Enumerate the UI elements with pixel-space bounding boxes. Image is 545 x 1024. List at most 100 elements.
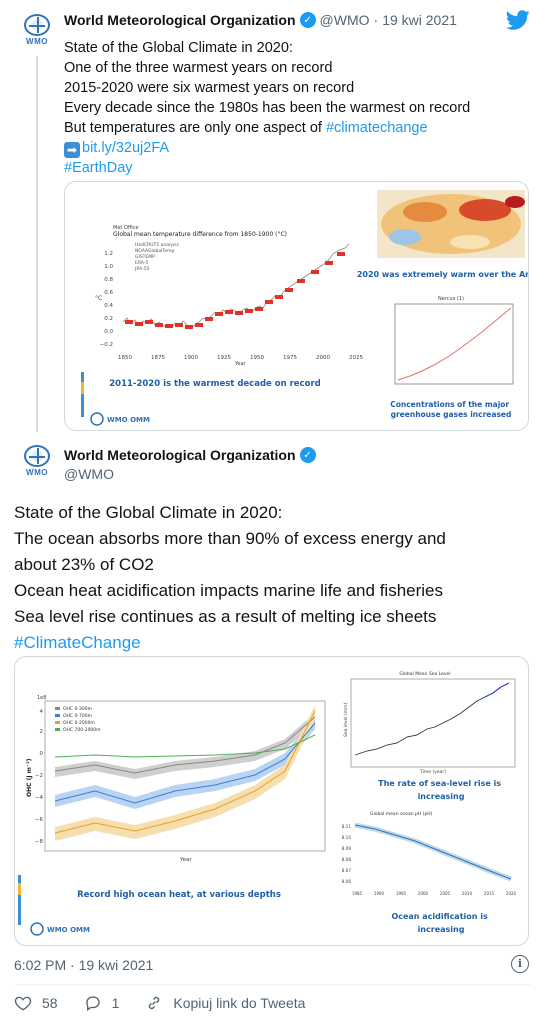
ohc-2000m-band [55, 705, 315, 841]
accent-bar [81, 372, 84, 417]
tweet-line: The ocean absorbs more than 90% of exces… [14, 529, 446, 548]
temperature-series-line [122, 243, 350, 329]
tweet-line: #ClimateChange [14, 630, 529, 656]
legend-entry: OHC 0-700m [63, 713, 92, 719]
y-tick: 0 [40, 751, 44, 757]
x-tick: 2025 [349, 355, 363, 361]
legend-entry: ERA-5 [135, 260, 148, 266]
y-tick: 8.11 [342, 824, 352, 829]
co2-series-line [397, 307, 512, 381]
author-handle[interactable]: @WMO [319, 12, 370, 28]
sea-y-label: Sea level (mm) [343, 703, 349, 737]
tweet-timestamp[interactable]: 6:02 PM · 19 kwi 2021 [14, 957, 154, 973]
sea-chart-title: Global Mean Sea Level [399, 671, 450, 677]
hashtag-climatechange[interactable]: #climatechange [325, 120, 428, 136]
tweet-date[interactable]: 19 kwi 2021 [382, 12, 457, 28]
x-tick: 1990 [374, 891, 385, 896]
x-tick: 1975 [283, 355, 297, 361]
legend-entry: GISTEMP [135, 254, 155, 260]
link-icon [149, 996, 160, 1010]
chart-title: Global mean temperature difference from … [113, 231, 287, 238]
author-handle[interactable]: @WMO [64, 466, 114, 482]
wmo-globe-icon [24, 14, 50, 36]
tweet2-header: World Meteorological Organization ✓ [64, 447, 316, 463]
tweet-line: Ocean heat acidification impacts marine … [14, 581, 443, 600]
x-tick: 1850 [118, 355, 132, 361]
y-tick: 0.0 [104, 329, 113, 335]
y-tick: −0.2 [100, 342, 113, 348]
tweet2-text: State of the Global Climate in 2020: The… [14, 500, 529, 656]
wmo-logo-text: WMO OMM [47, 926, 90, 934]
avatar[interactable]: WMO [17, 10, 57, 50]
x-tick: 2000 [418, 891, 429, 896]
tweet-line: Sea level rise continues as a result of … [14, 607, 437, 626]
tweet1-text: State of the Global Climate in 2020: One… [64, 38, 524, 178]
reply-count: 1 [111, 995, 120, 1011]
legend-entry: OHC 0-2000m [63, 720, 95, 726]
reply-icon [85, 996, 100, 1012]
accent-bar [18, 875, 21, 925]
hashtag-earthday[interactable]: #EarthDay [64, 160, 133, 176]
caption-bottom-right: Concentrations of the major greenhouse g… [390, 400, 512, 419]
y-tick: −8 [35, 839, 44, 845]
caption-left: 2011-2020 is the warmest decade on recor… [109, 379, 320, 389]
wmo-logo-text: WMO OMM [107, 416, 150, 424]
x-tick: 2005 [440, 891, 451, 896]
tweet1-header: World Meteorological Organization ✓ @WMO… [64, 12, 457, 28]
ohc-300m-band [55, 713, 315, 779]
wmo-globe-icon [24, 445, 50, 467]
info-icon[interactable]: i [511, 955, 529, 973]
avatar[interactable]: WMO [17, 441, 57, 481]
temperature-infographic: Met Office Global mean temperature diffe… [81, 190, 528, 426]
sea-level-recent-line [484, 682, 510, 698]
reply-button[interactable]: 1 [84, 994, 120, 1012]
ohc-exponent: 1e8 [37, 695, 46, 701]
author-name[interactable]: World Meteorological Organization [64, 12, 296, 28]
wmo-logo-icon [90, 412, 104, 426]
sea-level-line [354, 696, 486, 756]
x-tick: 1950 [250, 355, 264, 361]
hashtag-climatechange[interactable]: #ClimateChange [14, 633, 141, 652]
tweet-line: #EarthDay [64, 158, 524, 178]
y-tick: 8.07 [342, 868, 352, 873]
x-tick: 1995 [396, 891, 407, 896]
x-tick: 2015 [484, 891, 495, 896]
x-tick: 1985 [352, 891, 363, 896]
wmo-logo-icon [30, 922, 44, 936]
y-tick: 2 [40, 729, 44, 735]
tweet2-media-card[interactable]: 1e8 4 2 0 −2 −4 −6 −8 OHC (J m⁻²) OHC 0-… [14, 656, 529, 946]
x-tick: 2010 [462, 891, 473, 896]
legend-entry: OHC 700-2000m [63, 727, 101, 733]
author-name[interactable]: World Meteorological Organization [64, 447, 296, 463]
caption-left: Record high ocean heat, at various depth… [77, 890, 281, 900]
y-tick: 8.10 [342, 835, 352, 840]
y-tick: 0.8 [104, 277, 113, 283]
tweet1-media-card[interactable]: Met Office Global mean temperature diffe… [64, 181, 529, 431]
caption-top-right: The rate of sea-level rise is increasing [378, 779, 504, 801]
tweet-line: ➡ bit.ly/32uj2FA [64, 138, 524, 158]
y-tick: −6 [35, 817, 44, 823]
y-tick: 8.09 [342, 846, 352, 851]
tweet-line: One of the three warmest years on record [64, 60, 333, 76]
tweet-line: Every decade since the 1980s has been th… [64, 100, 471, 116]
tweet-link[interactable]: bit.ly/32uj2FA [82, 140, 170, 156]
x-tick: 1900 [184, 355, 198, 361]
copy-link-button[interactable]: Kopiuj link do Tweeta [145, 994, 305, 1012]
like-count: 58 [42, 995, 58, 1011]
like-button[interactable]: 58 [14, 994, 58, 1012]
decadal-bars [125, 252, 345, 329]
tweet-line: about 23% of CO2 [14, 555, 154, 574]
ohc-x-label: Year [179, 857, 192, 863]
ohc-300m-line [54, 716, 316, 774]
thread-connector-line [36, 56, 38, 432]
verified-badge-icon: ✓ [299, 447, 316, 463]
y-axis-label: °C [95, 295, 102, 302]
twitter-bird-icon[interactable] [505, 8, 531, 32]
tweet-line: 2015-2020 were six warmest years on reco… [64, 80, 355, 96]
ohc-y-label: OHC (J m⁻²) [26, 758, 33, 797]
ph-chart-title: Global mean ocean pH (pH) [370, 811, 433, 817]
y-tick: 1.2 [104, 251, 113, 257]
ohc-700m-band [55, 717, 315, 809]
sea-x-label: Time (year) [419, 769, 446, 775]
co2-chart-frame [394, 303, 514, 385]
